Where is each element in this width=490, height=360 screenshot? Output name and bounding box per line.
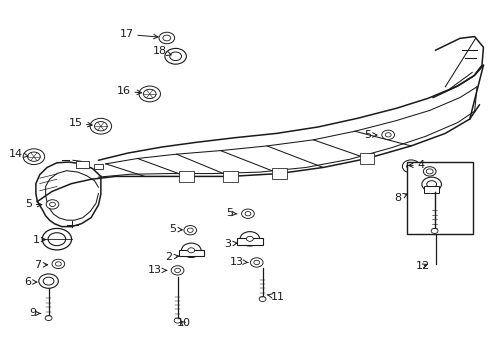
Text: 2: 2	[165, 252, 179, 262]
Circle shape	[402, 160, 420, 173]
Circle shape	[48, 233, 66, 246]
Circle shape	[181, 243, 201, 257]
Text: 17: 17	[120, 30, 158, 39]
Text: 10: 10	[176, 319, 191, 328]
Circle shape	[431, 228, 438, 233]
Circle shape	[407, 163, 416, 170]
Circle shape	[49, 202, 55, 207]
Circle shape	[46, 200, 59, 209]
Circle shape	[188, 248, 195, 253]
Text: 16: 16	[117, 86, 142, 96]
Circle shape	[259, 297, 266, 302]
Circle shape	[163, 35, 171, 41]
Circle shape	[95, 122, 107, 131]
Text: 3: 3	[224, 239, 237, 249]
Text: 5: 5	[170, 225, 182, 234]
Text: 12: 12	[416, 261, 430, 271]
Text: 1: 1	[32, 234, 46, 244]
Text: 8: 8	[394, 193, 408, 203]
Text: 13: 13	[230, 257, 248, 267]
Circle shape	[254, 260, 260, 265]
Bar	[76, 161, 89, 168]
Circle shape	[382, 130, 394, 139]
Text: 13: 13	[148, 265, 167, 275]
Circle shape	[245, 212, 251, 216]
Circle shape	[174, 268, 180, 273]
Circle shape	[242, 209, 254, 219]
Circle shape	[171, 266, 184, 275]
Circle shape	[159, 32, 174, 44]
Bar	[223, 171, 238, 182]
Bar	[272, 168, 287, 179]
Circle shape	[250, 258, 263, 267]
Circle shape	[240, 231, 260, 246]
Circle shape	[52, 259, 65, 269]
Circle shape	[422, 177, 441, 192]
Circle shape	[42, 228, 72, 250]
Text: 5: 5	[226, 208, 237, 219]
Bar	[237, 238, 263, 244]
Text: 5: 5	[25, 199, 42, 210]
Circle shape	[184, 226, 196, 235]
Text: 5: 5	[365, 130, 377, 140]
Circle shape	[426, 169, 433, 174]
Circle shape	[385, 133, 391, 137]
Text: 6: 6	[24, 277, 37, 287]
Circle shape	[43, 277, 54, 285]
Circle shape	[23, 149, 45, 165]
Circle shape	[27, 152, 40, 161]
Circle shape	[423, 167, 436, 176]
Circle shape	[139, 86, 160, 102]
Text: 7: 7	[34, 260, 48, 270]
Bar	[360, 153, 374, 164]
Bar	[424, 186, 439, 193]
Circle shape	[427, 181, 437, 188]
Circle shape	[55, 262, 61, 266]
Circle shape	[174, 318, 181, 323]
Text: 18: 18	[152, 46, 171, 56]
Circle shape	[39, 274, 58, 288]
Circle shape	[170, 52, 181, 60]
Bar	[179, 171, 194, 182]
Circle shape	[165, 48, 186, 64]
Circle shape	[246, 236, 253, 241]
Text: 9: 9	[29, 309, 41, 318]
Circle shape	[45, 316, 52, 320]
Text: 15: 15	[69, 118, 92, 128]
Text: 4: 4	[409, 160, 424, 170]
Text: 14: 14	[9, 149, 28, 159]
Bar	[94, 164, 103, 169]
Bar	[407, 162, 473, 234]
Text: 11: 11	[268, 292, 285, 302]
Circle shape	[187, 228, 193, 232]
Circle shape	[90, 118, 112, 134]
Bar	[178, 249, 204, 256]
Circle shape	[144, 89, 156, 99]
